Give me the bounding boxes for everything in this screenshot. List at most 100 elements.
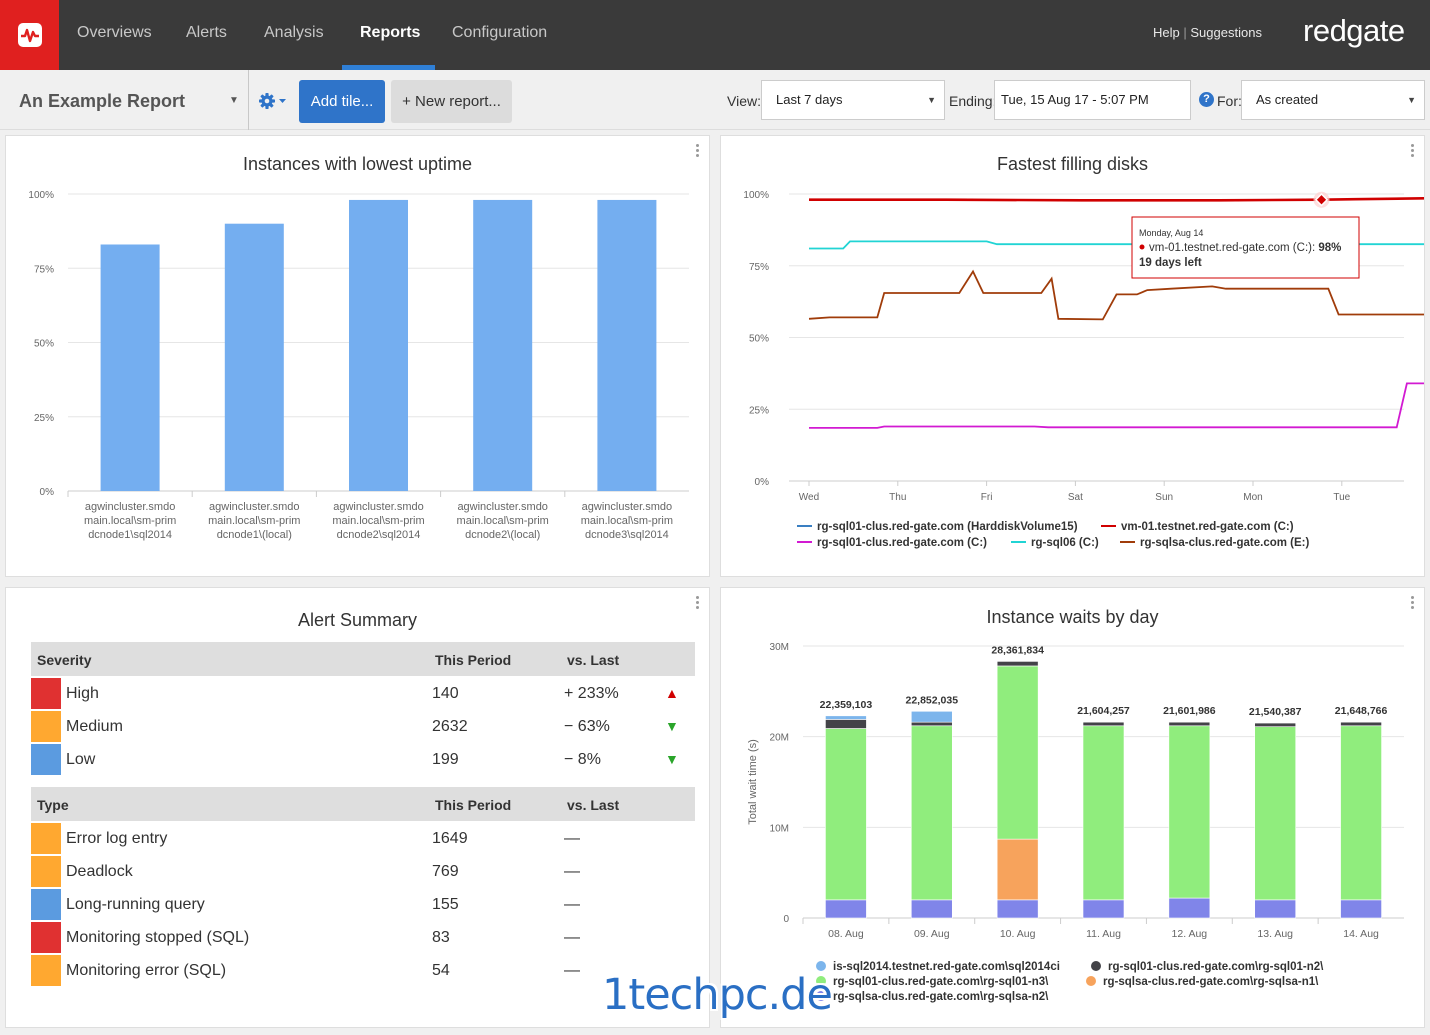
waits-bar-segment[interactable] xyxy=(1254,722,1297,727)
tile-menu-icon[interactable] xyxy=(696,596,700,610)
alert-row[interactable]: Error log entry 1649 — xyxy=(31,823,695,854)
alert-row[interactable]: Monitoring error (SQL) 54 — xyxy=(31,955,695,986)
legend-item[interactable]: rg-sqlsa-clus.red-gate.com\rg-sqlsa-n2\ xyxy=(833,991,1049,1003)
alert-count: 1649 xyxy=(432,830,468,847)
x-tick-label: main.local\sm-prim xyxy=(208,515,300,527)
disk-series-line[interactable] xyxy=(809,382,1424,429)
add-tile-button[interactable]: Add tile... xyxy=(299,80,385,123)
gear-icon xyxy=(259,93,286,109)
bar-total-label: 22,852,035 xyxy=(906,694,959,706)
y-tick-label: 50% xyxy=(34,339,54,350)
alert-row[interactable]: Medium 2632 − 63% ▼ xyxy=(31,711,695,742)
alert-change: — xyxy=(564,863,580,880)
ending-date-input[interactable]: Tue, 15 Aug 17 - 5:07 PM xyxy=(994,80,1191,120)
help-separator: | xyxy=(1183,25,1187,40)
bar-total-label: 21,604,257 xyxy=(1077,705,1130,717)
tab-analysis[interactable]: Analysis xyxy=(264,24,324,41)
hover-point[interactable] xyxy=(1314,193,1329,207)
tab-alerts[interactable]: Alerts xyxy=(186,24,227,41)
waits-bar-segment[interactable] xyxy=(996,899,1039,919)
uptime-bar[interactable] xyxy=(473,199,533,491)
y-axis-label: Total wait time (s) xyxy=(747,739,759,825)
legend-item[interactable]: is-sql2014.testnet.red-gate.com\sql2014c… xyxy=(833,961,1060,973)
uptime-bar[interactable] xyxy=(100,244,160,491)
waits-bar-segment[interactable] xyxy=(1340,899,1382,919)
waits-bar-segment[interactable] xyxy=(1082,721,1125,727)
tab-reports[interactable]: Reports xyxy=(360,24,421,41)
alert-row[interactable]: Low 199 − 8% ▼ xyxy=(31,744,695,775)
legend-item[interactable]: rg-sqlsa-clus.red-gate.com (E:) xyxy=(1140,537,1310,549)
disk-series-line[interactable] xyxy=(808,269,1424,321)
waits-bar-segment[interactable] xyxy=(825,719,867,729)
alert-row[interactable]: Deadlock 769 — xyxy=(31,856,695,887)
alert-row[interactable]: Monitoring stopped (SQL) 83 — xyxy=(31,922,695,953)
alert-row[interactable]: High 140 + 233% ▲ xyxy=(31,678,695,709)
waits-bar-segment[interactable] xyxy=(1340,725,1382,901)
x-tick-label: Sun xyxy=(1155,492,1173,503)
waits-bar-segment[interactable] xyxy=(910,725,953,901)
report-title: An Example Report xyxy=(19,91,186,111)
for-select[interactable]: As created ▼ xyxy=(1241,80,1425,120)
waits-stacked-bar-chart: 0 10M 20M 30M Total wait time (s) 22,359,103 0… xyxy=(747,642,1404,1003)
legend-item[interactable]: rg-sql01-clus.red-gate.com\rg-sql01-n3\ xyxy=(833,976,1049,988)
legend-item[interactable]: rg-sql06 (C:) xyxy=(1031,537,1099,549)
view-range-select[interactable]: Last 7 days ▼ xyxy=(761,80,945,120)
waits-bar-segment[interactable] xyxy=(825,728,867,901)
help-icon[interactable]: ? xyxy=(1199,92,1214,107)
uptime-bar[interactable] xyxy=(597,199,657,491)
waits-bar-segment[interactable] xyxy=(910,710,953,723)
waits-bar-segment[interactable] xyxy=(1254,726,1297,901)
tile-menu-icon[interactable] xyxy=(1411,144,1415,158)
x-tick-label: 08. Aug xyxy=(828,928,864,940)
y-tick-label: 0 xyxy=(783,914,789,925)
waits-bar-segment[interactable] xyxy=(825,899,867,919)
arrow-down-icon: ▼ xyxy=(665,718,679,734)
uptime-bar[interactable] xyxy=(349,199,408,491)
suggestions-link[interactable]: Suggestions xyxy=(1190,25,1262,40)
waits-bar-segment[interactable] xyxy=(996,838,1039,901)
uptime-bar[interactable] xyxy=(224,223,284,491)
waits-bar-segment[interactable] xyxy=(1168,721,1211,727)
alert-row[interactable]: Long-running query 155 — xyxy=(31,889,695,920)
x-tick-label: main.local\sm-prim xyxy=(332,515,424,527)
y-tick-label: 25% xyxy=(749,405,769,416)
waits-bar-segment[interactable] xyxy=(1082,899,1125,919)
tile-title: Instances with lowest uptime xyxy=(242,154,473,174)
waits-bar-segment[interactable] xyxy=(996,661,1039,667)
alert-label: High xyxy=(66,685,99,702)
tile-menu-icon[interactable] xyxy=(696,144,700,158)
ending-date-value: Tue, 15 Aug 17 - 5:07 PM xyxy=(1001,92,1149,107)
legend-item[interactable]: vm-01.testnet.red-gate.com (C:) xyxy=(1121,521,1294,533)
legend-item[interactable]: rg-sql01-clus.red-gate.com (HarddiskVolu… xyxy=(817,521,1078,533)
alert-count: 2632 xyxy=(432,718,468,735)
waits-bar-segment[interactable] xyxy=(1340,721,1382,727)
legend-item[interactable]: rg-sqlsa-clus.red-gate.com\rg-sqlsa-n1\ xyxy=(1103,976,1319,988)
app-logo-icon[interactable] xyxy=(0,0,59,70)
alert-label: Long-running query xyxy=(66,896,205,913)
bar-total-label: 21,540,387 xyxy=(1249,706,1302,718)
legend-item[interactable]: rg-sql01-clus.red-gate.com (C:) xyxy=(817,537,987,549)
tile-menu-icon[interactable] xyxy=(1411,596,1415,610)
alert-change: — xyxy=(564,962,580,979)
legend-item[interactable]: rg-sql01-clus.red-gate.com\rg-sql01-n2\ xyxy=(1108,961,1324,973)
settings-button[interactable] xyxy=(258,91,290,111)
waits-bar-segment[interactable] xyxy=(1168,897,1211,919)
new-report-button[interactable]: + New report... xyxy=(391,80,512,123)
legend-swatch xyxy=(816,991,826,1001)
severity-header: Severity This Period vs. Last xyxy=(31,642,695,676)
waits-bar-segment[interactable] xyxy=(1254,899,1297,919)
waits-bar-segment[interactable] xyxy=(1168,725,1211,899)
waits-bar-segment[interactable] xyxy=(996,665,1039,840)
waits-bar-segment[interactable] xyxy=(910,899,953,919)
tab-configuration[interactable]: Configuration xyxy=(452,24,548,41)
y-tick-label: 30M xyxy=(770,642,789,653)
waits-bar-segment[interactable] xyxy=(825,715,867,720)
report-selector[interactable]: An Example Report ▼ xyxy=(0,70,249,130)
waits-bar-segment[interactable] xyxy=(1082,725,1125,901)
tab-overviews[interactable]: Overviews xyxy=(77,24,152,41)
caret-down-icon: ▼ xyxy=(1407,95,1416,105)
disk-series-line[interactable] xyxy=(809,240,1424,250)
help-link[interactable]: Help xyxy=(1153,25,1180,40)
disk-series-line[interactable] xyxy=(809,197,1424,202)
waits-bar-segment[interactable] xyxy=(910,721,953,727)
